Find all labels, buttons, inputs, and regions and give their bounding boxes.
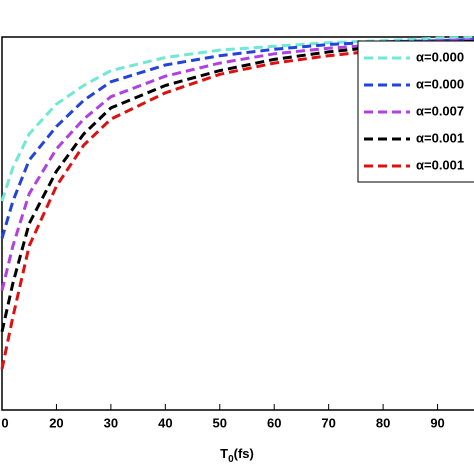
x-tick-label: 80 <box>376 415 390 430</box>
x-tick-label: 70 <box>321 415 335 430</box>
x-label-main: T <box>220 446 228 461</box>
x-label-rest: (fs) <box>234 446 254 461</box>
x-tick-label: 40 <box>158 415 172 430</box>
x-tick-label: 90 <box>430 415 444 430</box>
plot-frame <box>1 36 474 411</box>
x-tick-label: 50 <box>213 415 227 430</box>
x-label-sub: 0 <box>228 454 234 465</box>
legend-label: α=0.001 <box>416 157 464 172</box>
legend-label: α=0.000 <box>416 76 464 91</box>
x-tick-label: 0 <box>1 415 8 430</box>
series-line <box>0 37 474 239</box>
x-axis-label: T0(fs) <box>220 446 254 464</box>
legend-label: α=0.007 <box>416 103 464 118</box>
x-tick-label: 30 <box>104 415 118 430</box>
legend-label: α=0.001 <box>416 130 464 145</box>
x-tick-label: 60 <box>267 415 281 430</box>
legend-box <box>357 40 474 183</box>
x-tick-label: 20 <box>49 415 63 430</box>
legend-label: α=0.000 <box>416 49 464 64</box>
